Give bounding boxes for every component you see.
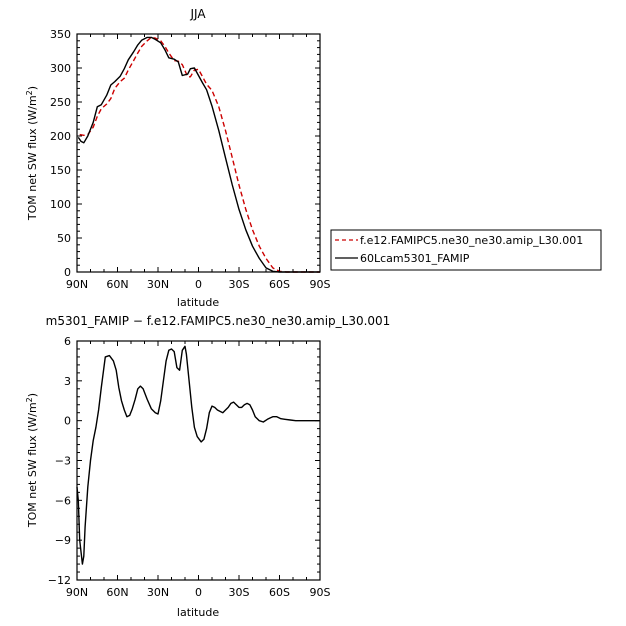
top-chart-ylabel-text: TOM net SW flux (W/m <box>26 95 39 221</box>
top-chart-title: JJA <box>189 7 206 21</box>
bottom-chart-x-tick-label: 30S <box>229 586 250 599</box>
bottom-chart-series-layer <box>76 345 320 565</box>
legend-box <box>330 229 602 271</box>
bottom-chart-y-tick-label: 3 <box>64 375 71 388</box>
bottom-chart-y-tick-label: −9 <box>55 534 71 547</box>
bottom-chart-title: m5301_FAMIP − f.e12.FAMIPC5.ne30_ne30.am… <box>46 314 391 328</box>
top-chart-y-tick-label: 350 <box>50 28 71 41</box>
top-chart-xlabel: latitude <box>177 296 219 309</box>
bottom-chart: m5301_FAMIP − f.e12.FAMIPC5.ne30_ne30.am… <box>25 314 390 619</box>
top-chart-x-tick-label: 60N <box>106 278 128 291</box>
top-chart-y-tick-label: 200 <box>50 130 71 143</box>
bottom-chart-x-tick-label: 60N <box>106 586 128 599</box>
bottom-chart-xlabel: latitude <box>177 606 219 619</box>
top-chart-y-tick-label: 300 <box>50 62 71 75</box>
legend-entry-series-1: f.e12.FAMIPC5.ne30_ne30.amip_L30.001 <box>360 234 583 247</box>
bottom-chart-y-tick-label: −12 <box>48 574 71 587</box>
top-chart-series-line-1 <box>79 36 320 273</box>
bottom-chart-y-tick-label: 6 <box>64 335 71 348</box>
top-chart-y-tick-label: 50 <box>57 232 71 245</box>
bottom-chart-x-tick-label: 60S <box>269 586 290 599</box>
top-chart-frame <box>76 33 321 273</box>
top-chart-x-tick-label: 60S <box>269 278 290 291</box>
top-chart-y-tick-label: 0 <box>64 266 71 279</box>
top-chart-series-layer <box>77 36 320 273</box>
top-chart-tick-layer: 90N 60N 30N 0 30S 60S 90S 0 50 100 150 200 250 300 350 <box>50 28 331 291</box>
bottom-chart-x-tick-label: 90S <box>310 586 331 599</box>
legend-entry-series-2: 60Lcam5301_FAMIP <box>360 252 470 265</box>
bottom-chart-y-tick-label: −3 <box>55 455 71 468</box>
bottom-chart-series-line-1 <box>76 345 320 565</box>
top-chart-y-tick-label: 100 <box>50 198 71 211</box>
bottom-chart-y-tick-label: −6 <box>55 494 71 507</box>
top-chart-y-tick-label: 150 <box>50 164 71 177</box>
top-chart-x-tick-label: 30N <box>147 278 169 291</box>
top-chart-ylabel: TOM net SW flux (W/m2) <box>25 86 39 221</box>
bottom-chart-x-tick-label: 0 <box>195 586 202 599</box>
top-chart-y-tick-label: 250 <box>50 96 71 109</box>
top-chart-legend: f.e12.FAMIPC5.ne30_ne30.amip_L30.001 60L… <box>330 229 602 271</box>
bottom-chart-y-tick-label: 0 <box>64 415 71 428</box>
top-chart-x-tick-label: 90N <box>66 278 88 291</box>
bottom-chart-x-tick-label: 90N <box>66 586 88 599</box>
bottom-chart-ylabel-text: TOM net SW flux (W/m <box>26 402 39 528</box>
top-chart-x-tick-label: 30S <box>229 278 250 291</box>
bottom-chart-frame <box>76 340 321 581</box>
top-chart-series-line-2 <box>77 36 320 273</box>
top-chart-x-tick-label: 0 <box>195 278 202 291</box>
top-chart-x-tick-label: 90S <box>310 278 331 291</box>
bottom-chart-ylabel: TOM net SW flux (W/m2) <box>25 393 39 528</box>
top-chart: JJA TOM net SW flux (W/m2) latitude 90N 6… <box>25 7 602 309</box>
bottom-chart-x-tick-label: 30N <box>147 586 169 599</box>
